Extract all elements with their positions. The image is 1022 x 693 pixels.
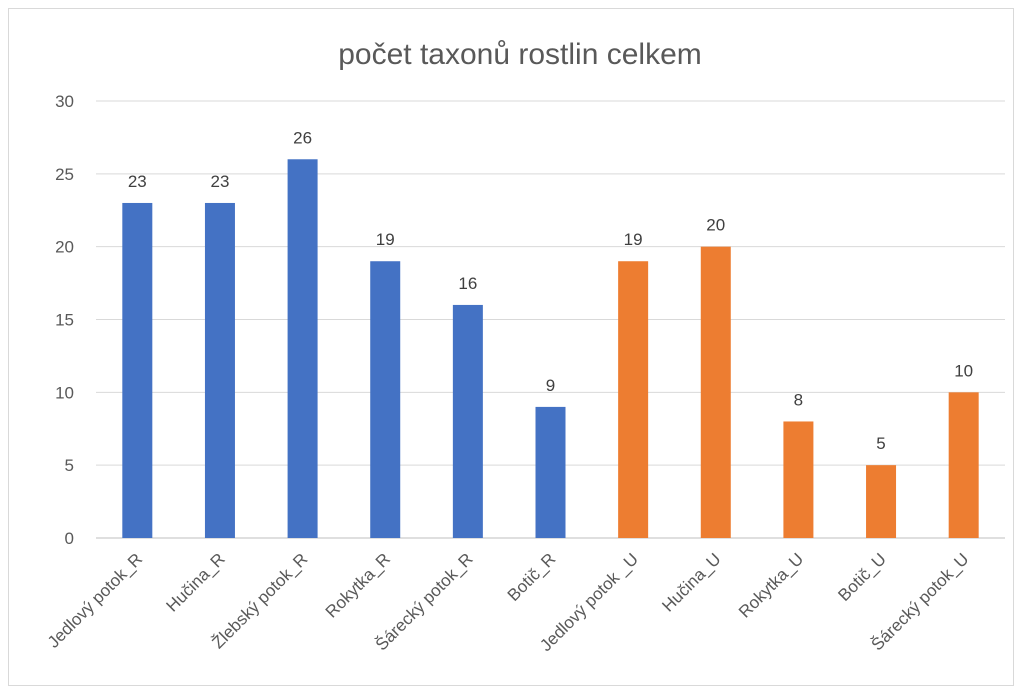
x-tick-label: Botič_R <box>504 549 560 605</box>
chart-frame <box>8 8 1014 686</box>
bar <box>618 261 649 538</box>
x-tick-label: Jedlový potok_R <box>44 549 146 651</box>
bar <box>122 202 153 538</box>
bar <box>287 159 318 538</box>
bar <box>866 465 897 538</box>
y-tick-label: 0 <box>65 529 74 548</box>
chart-title: počet taxonů rostlin celkem <box>338 38 702 71</box>
bar <box>370 261 401 538</box>
x-tick-label: Hučina_R <box>163 549 229 615</box>
data-labels: 23 23 26 19 16 9 19 20 8 5 10 <box>128 128 973 453</box>
bar <box>204 202 235 538</box>
data-label: 5 <box>876 434 885 453</box>
y-tick-label: 30 <box>55 92 74 111</box>
data-label: 9 <box>546 376 555 395</box>
x-tick-label: Botič_U <box>834 549 890 605</box>
data-label: 23 <box>128 172 147 191</box>
y-tick-label: 25 <box>55 165 74 184</box>
x-tick-label: Rokytka_U <box>735 549 807 621</box>
data-label: 10 <box>954 361 973 380</box>
y-tick-label: 5 <box>65 456 74 475</box>
data-label: 20 <box>706 216 725 235</box>
gridlines <box>96 100 1005 539</box>
bar <box>700 246 731 538</box>
data-label: 16 <box>458 274 477 293</box>
y-tick-label: 20 <box>55 238 74 257</box>
x-tick-label: Hučina_U <box>658 549 724 615</box>
data-label: 19 <box>376 230 395 249</box>
bars <box>122 159 979 538</box>
data-label: 8 <box>794 390 803 409</box>
data-label: 26 <box>293 128 312 147</box>
bar <box>452 304 483 538</box>
x-tick-label: Rokytka_R <box>322 549 394 621</box>
data-label: 23 <box>210 172 229 191</box>
y-tick-label: 10 <box>55 383 74 402</box>
bar <box>783 421 814 538</box>
bar <box>535 406 566 538</box>
bar <box>948 392 979 538</box>
y-axis-ticks: 0 5 10 15 20 25 30 <box>55 92 74 548</box>
data-label: 19 <box>624 230 643 249</box>
y-tick-label: 15 <box>55 311 74 330</box>
